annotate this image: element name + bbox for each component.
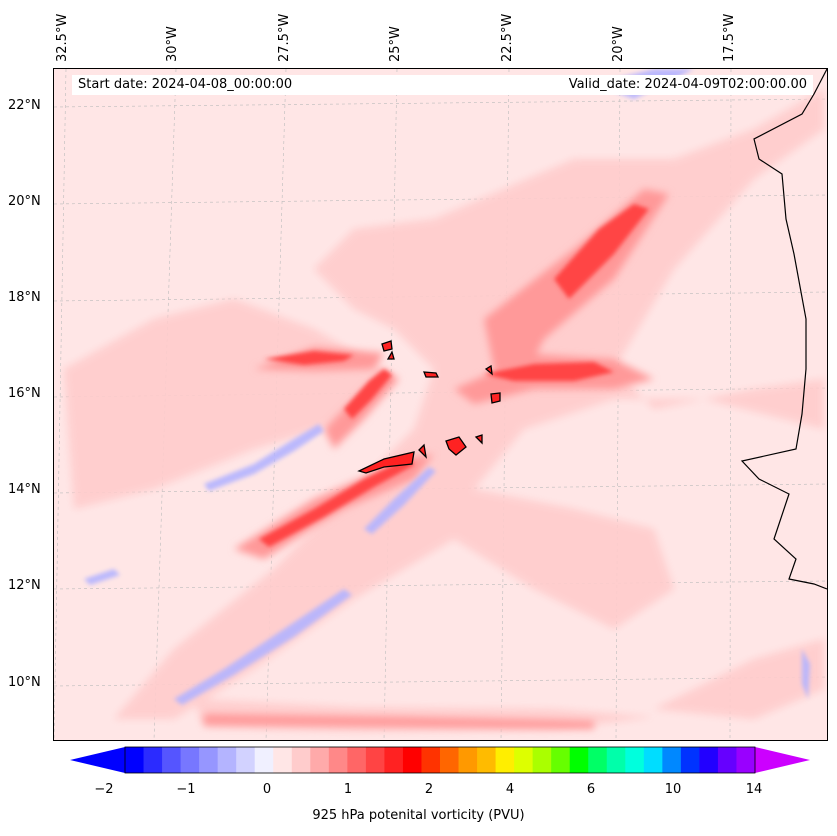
colorbar-label: 925 hPa potenital vorticity (PVU) (312, 808, 525, 823)
colorbar-cell (662, 747, 682, 773)
lat-label-14n: 14°N (8, 482, 41, 497)
colorbar-tick-m2: −2 (94, 782, 114, 797)
colorbar-tick-14: 14 (745, 782, 763, 797)
colorbar-tick-6: 6 (586, 782, 596, 797)
colorbar-cell (717, 747, 737, 773)
potential-vorticity-map[interactable] (53, 68, 828, 741)
valid-date-label: Valid_date: 2024-04-09T02:00:00.00 (537, 75, 813, 95)
colorbar-cell (365, 747, 385, 773)
colorbar-cell (569, 747, 589, 773)
lon-label-27-5w: 27.5°W (277, 13, 292, 62)
colorbar-cell (514, 747, 534, 773)
colorbar-cells (125, 747, 756, 773)
colorbar-cell (625, 747, 645, 773)
colorbar-cell (236, 747, 256, 773)
lat-label-22n: 22°N (8, 98, 41, 113)
pv-light-field (64, 89, 824, 731)
colorbar-cell (458, 747, 478, 773)
lon-label-20w: 20°W (611, 26, 626, 62)
africa-coastline (740, 69, 827, 590)
lat-label-20n: 20°N (8, 194, 41, 209)
colorbar-extend-min (70, 747, 125, 773)
colorbar-cell (680, 747, 700, 773)
lat-label-12n: 12°N (8, 578, 41, 593)
colorbar-tick-10: 10 (664, 782, 682, 797)
lat-label-16n: 16°N (8, 386, 41, 401)
colorbar-cell (643, 747, 663, 773)
colorbar-cell (588, 747, 608, 773)
colorbar-tick-4: 4 (505, 782, 515, 797)
colorbar-cell (477, 747, 497, 773)
colorbar-outline (124, 746, 756, 774)
colorbar-extend-max (755, 747, 810, 773)
colorbar-cell (347, 747, 367, 773)
colorbar-cell (328, 747, 348, 773)
colorbar (70, 746, 810, 774)
lon-label-17-5w: 17.5°W (722, 13, 737, 62)
cape-verde-islands (357, 340, 501, 474)
colorbar-tick-m1: −1 (176, 782, 196, 797)
colorbar-cell (495, 747, 515, 773)
colorbar-tick-0: 0 (262, 782, 272, 797)
colorbar-cell (254, 747, 274, 773)
colorbar-cell (125, 747, 145, 773)
map-svg (54, 69, 827, 740)
lat-label-18n: 18°N (8, 290, 41, 305)
lon-label-22-5w: 22.5°W (500, 13, 515, 62)
colorbar-cell (310, 747, 330, 773)
colorbar-cell (440, 747, 460, 773)
start-date-label: Start date: 2024-04-08_00:00:00 (72, 75, 543, 95)
colorbar-cell (162, 747, 182, 773)
lon-label-25w: 25°W (388, 26, 403, 62)
colorbar-cell (551, 747, 571, 773)
colorbar-cell (180, 747, 200, 773)
colorbar-cell (384, 747, 404, 773)
colorbar-cell (273, 747, 293, 773)
colorbar-cell (421, 747, 441, 773)
lon-label-32-5w: 32.5°W (55, 13, 70, 62)
lon-label-30w: 30°W (165, 26, 180, 62)
colorbar-cell (199, 747, 219, 773)
colorbar-cell (532, 747, 552, 773)
colorbar-cell (402, 747, 422, 773)
colorbar-cell (736, 747, 756, 773)
pv-strong-field (259, 204, 649, 547)
colorbar-cell (699, 747, 719, 773)
colorbar-cell (606, 747, 626, 773)
colorbar-cell (291, 747, 311, 773)
colorbar-tick-1: 1 (343, 782, 353, 797)
colorbar-tick-2: 2 (424, 782, 434, 797)
colorbar-cell (143, 747, 163, 773)
colorbar-cell (217, 747, 237, 773)
lat-label-10n: 10°N (8, 675, 41, 690)
